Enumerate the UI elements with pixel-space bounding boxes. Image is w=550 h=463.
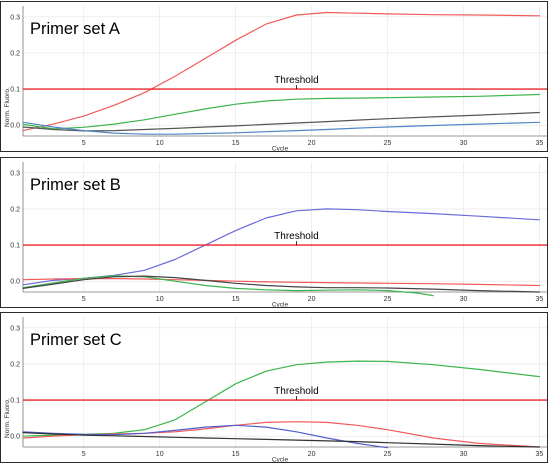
x-tick-label: 30 — [460, 296, 468, 303]
x-tick-label: 5 — [82, 451, 86, 458]
chart-title: Primer set A — [30, 20, 120, 38]
series-line-3 — [22, 275, 434, 297]
y-tick-label: 0.3 — [10, 325, 20, 332]
x-tick-label: 30 — [460, 451, 468, 458]
chart-svg: 0.0 0.1 0.2 0.3 5 10 15 20 25 30 35 Cycle Threshold — [10, 162, 547, 309]
x-tick-label: 15 — [232, 296, 240, 303]
y-tick-label: 0.1 — [10, 243, 20, 250]
x-tick-label: 35 — [536, 140, 544, 147]
x-tick-label: 25 — [384, 140, 392, 147]
threshold-label: Threshold — [274, 75, 318, 86]
x-tick-label: 20 — [308, 451, 316, 458]
y-tick-label: 0.2 — [10, 50, 20, 57]
series-line-1 — [22, 11, 540, 132]
series-line-1 — [22, 360, 540, 437]
series-line-3 — [22, 111, 540, 132]
series-line-2 — [22, 278, 540, 287]
x-tick-label: 5 — [82, 140, 86, 147]
chart-svg: 0.0 0.1 0.2 0.3 5 10 15 20 25 30 35 Cycle Norm. Fluo… — [4, 317, 547, 463]
threshold-label: Threshold — [274, 231, 318, 242]
series-line-4 — [22, 121, 540, 135]
x-axis-title: Cycle — [272, 302, 289, 309]
y-tick-label: 0.0 — [10, 434, 20, 441]
y-tick-label: 0.3 — [10, 170, 20, 177]
x-tick-label: 10 — [156, 140, 164, 147]
y-axis-title: Norm. Fluoro. — [4, 398, 11, 438]
x-axis-title: Cycle — [272, 146, 289, 153]
y-tick-label: 0.0 — [10, 123, 20, 130]
x-tick-label: 35 — [536, 451, 544, 458]
x-tick-label: 30 — [460, 140, 468, 147]
x-tick-label: 25 — [384, 296, 392, 303]
chart-panel-primer-set-b: 0.0 0.1 0.2 0.3 5 10 15 20 25 30 35 Cycle Threshold … — [0, 157, 548, 308]
y-tick-label: 0.1 — [10, 398, 20, 405]
x-tick-label: 35 — [536, 296, 544, 303]
x-tick-label: 20 — [308, 140, 316, 147]
x-tick-label: 25 — [384, 451, 392, 458]
y-tick-label: 0.1 — [10, 87, 20, 94]
y-tick-label: 0.0 — [10, 279, 20, 286]
chart-title: Primer set B — [30, 176, 121, 194]
x-tick-label: 10 — [156, 451, 164, 458]
chart-svg: 0.0 0.1 0.2 0.3 5 10 15 20 25 30 35 Cycle Norm. Fluo… — [4, 6, 547, 153]
x-tick-label: 5 — [82, 296, 86, 303]
x-tick-label: 15 — [232, 140, 240, 147]
chart-title: Primer set C — [30, 331, 122, 349]
series-line-4 — [22, 275, 540, 293]
chart-panel-primer-set-a: 0.0 0.1 0.2 0.3 5 10 15 20 25 30 35 Cycle Norm. Fluo… — [0, 1, 548, 152]
series-line-3 — [22, 424, 389, 449]
y-axis-title: Norm. Fluoro. — [4, 87, 11, 127]
x-tick-label: 20 — [308, 296, 316, 303]
threshold-label: Threshold — [274, 386, 318, 397]
series-line-2 — [22, 93, 540, 130]
y-tick-label: 0.3 — [10, 14, 20, 21]
x-axis-title: Cycle — [272, 457, 289, 463]
x-tick-label: 10 — [156, 296, 164, 303]
x-tick-label: 15 — [232, 451, 240, 458]
chart-panel-primer-set-c: 0.0 0.1 0.2 0.3 5 10 15 20 25 30 35 Cycle Norm. Fluo… — [0, 312, 548, 463]
series-line-1 — [22, 208, 540, 286]
y-tick-label: 0.2 — [10, 206, 20, 213]
series-line-4 — [22, 432, 540, 448]
y-tick-label: 0.2 — [10, 361, 20, 368]
